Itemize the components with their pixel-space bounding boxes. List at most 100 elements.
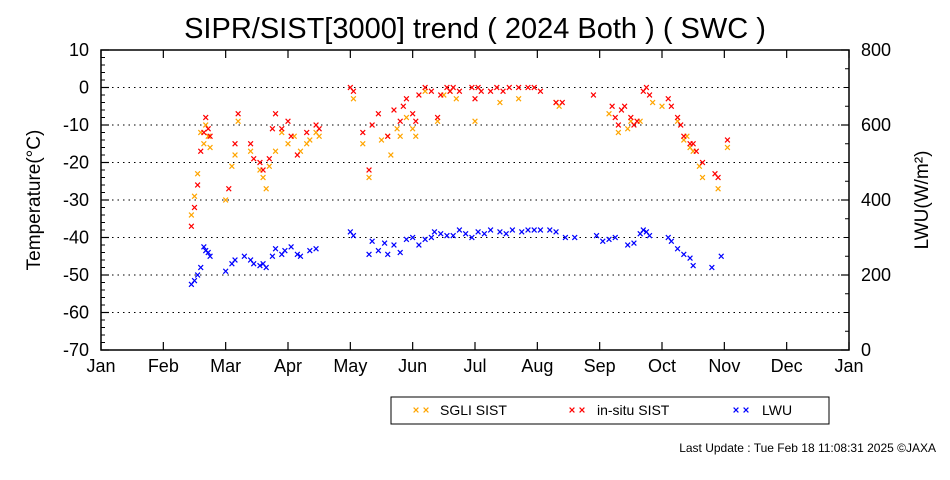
data-point	[615, 122, 622, 128]
data-point	[235, 110, 241, 117]
data-point	[257, 262, 263, 269]
data-point	[409, 110, 416, 117]
data-point	[428, 88, 435, 95]
data-point	[232, 257, 238, 263]
data-point	[350, 88, 357, 95]
data-point	[194, 182, 201, 188]
data-point	[668, 103, 675, 110]
y-tick-label: -30	[63, 190, 89, 210]
data-point	[266, 163, 273, 170]
data-point	[687, 255, 693, 261]
data-point	[378, 137, 385, 143]
data-point	[403, 114, 410, 121]
data-point	[191, 193, 198, 200]
x-tick-label: Jul	[463, 356, 486, 376]
data-point	[260, 174, 266, 181]
data-point	[241, 253, 248, 260]
y-tick-label: -40	[63, 228, 89, 248]
data-point	[493, 84, 500, 91]
data-point	[444, 232, 450, 239]
data-point	[518, 229, 525, 235]
data-point	[205, 133, 212, 140]
data-point	[263, 264, 270, 271]
data-point	[612, 114, 619, 121]
data-point	[475, 229, 481, 235]
data-point	[263, 185, 270, 192]
y-tick-label: -70	[63, 340, 89, 360]
data-point	[537, 227, 544, 233]
data-point	[207, 253, 213, 260]
data-point	[313, 245, 319, 252]
data-point	[456, 88, 463, 95]
data-point	[269, 125, 276, 132]
data-point	[272, 245, 279, 252]
data-point	[359, 140, 366, 147]
data-point	[680, 251, 687, 258]
data-point	[472, 95, 478, 102]
legend-label: LWU	[762, 402, 792, 418]
y-tick-label: -50	[63, 265, 89, 285]
data-point	[260, 167, 266, 173]
y2-tick-label: 600	[861, 115, 891, 135]
data-point	[546, 227, 553, 233]
data-point	[369, 122, 375, 128]
data-point	[257, 159, 263, 166]
data-point	[409, 234, 416, 241]
data-point	[316, 125, 322, 132]
data-point	[690, 140, 696, 147]
data-point	[416, 92, 422, 98]
y-tick-label: -60	[63, 303, 89, 323]
x-tick-label: Sep	[584, 356, 616, 376]
data-point	[366, 251, 372, 258]
data-point	[288, 133, 294, 140]
data-point	[297, 253, 304, 260]
data-point	[366, 167, 372, 173]
data-point	[699, 159, 706, 166]
data-point	[285, 118, 291, 125]
data-point	[478, 88, 485, 95]
data-point	[397, 133, 404, 140]
data-point	[640, 227, 647, 233]
y-axis-title: Temperature(°C)	[24, 130, 45, 271]
data-point	[621, 103, 628, 110]
data-point	[453, 95, 460, 102]
data-point	[649, 99, 656, 106]
data-point	[205, 125, 212, 132]
x-axis-tick-labels: Jan Feb Mar Apr May Jun Jul Aug Sep Oct Nov Dec Jan	[86, 356, 863, 376]
y-tick-label: 10	[69, 40, 89, 60]
data-point	[631, 240, 637, 246]
data-point	[306, 247, 313, 254]
y2-axis-tick-labels: 800 600 400 200 0	[861, 40, 891, 360]
data-point	[487, 88, 494, 95]
data-point	[553, 99, 559, 106]
data-point	[201, 244, 207, 250]
data-point	[571, 234, 578, 241]
data-point	[400, 103, 407, 110]
data-point	[247, 140, 254, 147]
data-point	[531, 227, 538, 233]
x-tick-label: Apr	[274, 356, 302, 376]
x-tick-label: Nov	[708, 356, 740, 376]
data-point	[450, 232, 457, 239]
data-point	[391, 242, 397, 248]
data-point	[350, 95, 357, 102]
data-point	[497, 229, 503, 235]
data-point	[665, 95, 672, 102]
legend-label: in-situ SIST	[597, 402, 670, 418]
data-point	[235, 118, 241, 125]
gridlines	[101, 87, 849, 313]
x-tick-label: Dec	[771, 356, 803, 376]
data-point	[205, 249, 212, 256]
data-point	[715, 185, 721, 192]
data-point	[225, 185, 232, 192]
data-point	[674, 114, 681, 121]
data-point	[624, 125, 631, 132]
data-point	[434, 114, 441, 121]
legend-marker	[733, 407, 739, 413]
data-point	[232, 152, 238, 158]
data-point	[202, 114, 209, 121]
axis-ticks	[100, 49, 850, 351]
data-point	[553, 229, 559, 235]
data-point	[506, 84, 513, 91]
x-tick-label: Jun	[398, 356, 427, 376]
